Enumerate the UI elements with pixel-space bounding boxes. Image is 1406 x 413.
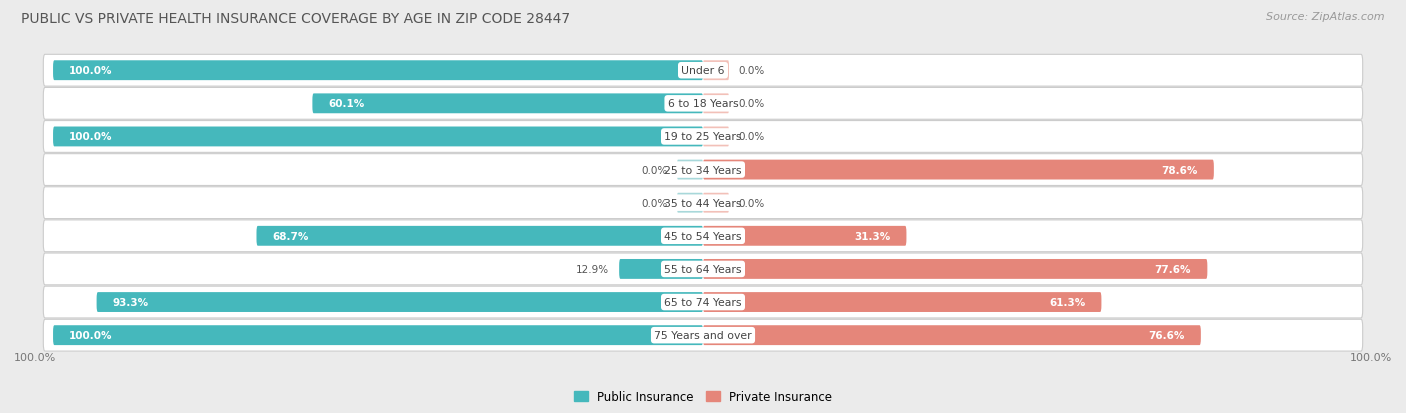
Text: 25 to 34 Years: 25 to 34 Years: [664, 165, 742, 175]
Text: Source: ZipAtlas.com: Source: ZipAtlas.com: [1267, 12, 1385, 22]
Text: 61.3%: 61.3%: [1049, 297, 1085, 307]
Text: 65 to 74 Years: 65 to 74 Years: [664, 297, 742, 307]
FancyBboxPatch shape: [703, 193, 728, 213]
FancyBboxPatch shape: [44, 121, 1362, 153]
Text: 45 to 54 Years: 45 to 54 Years: [664, 231, 742, 241]
Text: 100.0%: 100.0%: [14, 352, 56, 363]
Text: 0.0%: 0.0%: [641, 198, 668, 208]
FancyBboxPatch shape: [703, 226, 907, 246]
FancyBboxPatch shape: [678, 160, 703, 180]
Text: 75 Years and over: 75 Years and over: [654, 330, 752, 340]
FancyBboxPatch shape: [44, 55, 1362, 87]
FancyBboxPatch shape: [312, 94, 703, 114]
FancyBboxPatch shape: [703, 94, 728, 114]
Text: PUBLIC VS PRIVATE HEALTH INSURANCE COVERAGE BY AGE IN ZIP CODE 28447: PUBLIC VS PRIVATE HEALTH INSURANCE COVER…: [21, 12, 571, 26]
Legend: Public Insurance, Private Insurance: Public Insurance, Private Insurance: [569, 385, 837, 408]
Text: 0.0%: 0.0%: [738, 198, 765, 208]
Text: 100.0%: 100.0%: [69, 132, 112, 142]
Text: 100.0%: 100.0%: [69, 330, 112, 340]
FancyBboxPatch shape: [97, 292, 703, 312]
Text: 68.7%: 68.7%: [273, 231, 309, 241]
Text: 35 to 44 Years: 35 to 44 Years: [664, 198, 742, 208]
FancyBboxPatch shape: [44, 320, 1362, 351]
FancyBboxPatch shape: [678, 193, 703, 213]
FancyBboxPatch shape: [619, 259, 703, 279]
Text: 78.6%: 78.6%: [1161, 165, 1198, 175]
FancyBboxPatch shape: [53, 127, 703, 147]
FancyBboxPatch shape: [703, 160, 1213, 180]
FancyBboxPatch shape: [44, 88, 1362, 120]
FancyBboxPatch shape: [53, 61, 703, 81]
FancyBboxPatch shape: [703, 61, 728, 81]
FancyBboxPatch shape: [44, 188, 1362, 219]
Text: 0.0%: 0.0%: [738, 132, 765, 142]
Text: 6 to 18 Years: 6 to 18 Years: [668, 99, 738, 109]
Text: 0.0%: 0.0%: [738, 66, 765, 76]
FancyBboxPatch shape: [703, 292, 1101, 312]
FancyBboxPatch shape: [44, 154, 1362, 186]
FancyBboxPatch shape: [44, 287, 1362, 318]
FancyBboxPatch shape: [53, 325, 703, 345]
FancyBboxPatch shape: [703, 127, 728, 147]
FancyBboxPatch shape: [44, 221, 1362, 252]
Text: 93.3%: 93.3%: [112, 297, 149, 307]
FancyBboxPatch shape: [703, 325, 1201, 345]
Text: 0.0%: 0.0%: [738, 99, 765, 109]
Text: 77.6%: 77.6%: [1154, 264, 1191, 274]
Text: 31.3%: 31.3%: [853, 231, 890, 241]
Text: 12.9%: 12.9%: [576, 264, 609, 274]
Text: 60.1%: 60.1%: [329, 99, 366, 109]
FancyBboxPatch shape: [256, 226, 703, 246]
Text: 100.0%: 100.0%: [69, 66, 112, 76]
FancyBboxPatch shape: [44, 254, 1362, 285]
Text: 55 to 64 Years: 55 to 64 Years: [664, 264, 742, 274]
FancyBboxPatch shape: [703, 259, 1208, 279]
Text: 19 to 25 Years: 19 to 25 Years: [664, 132, 742, 142]
Text: 100.0%: 100.0%: [1350, 352, 1392, 363]
Text: 76.6%: 76.6%: [1149, 330, 1185, 340]
Text: Under 6: Under 6: [682, 66, 724, 76]
Text: 0.0%: 0.0%: [641, 165, 668, 175]
